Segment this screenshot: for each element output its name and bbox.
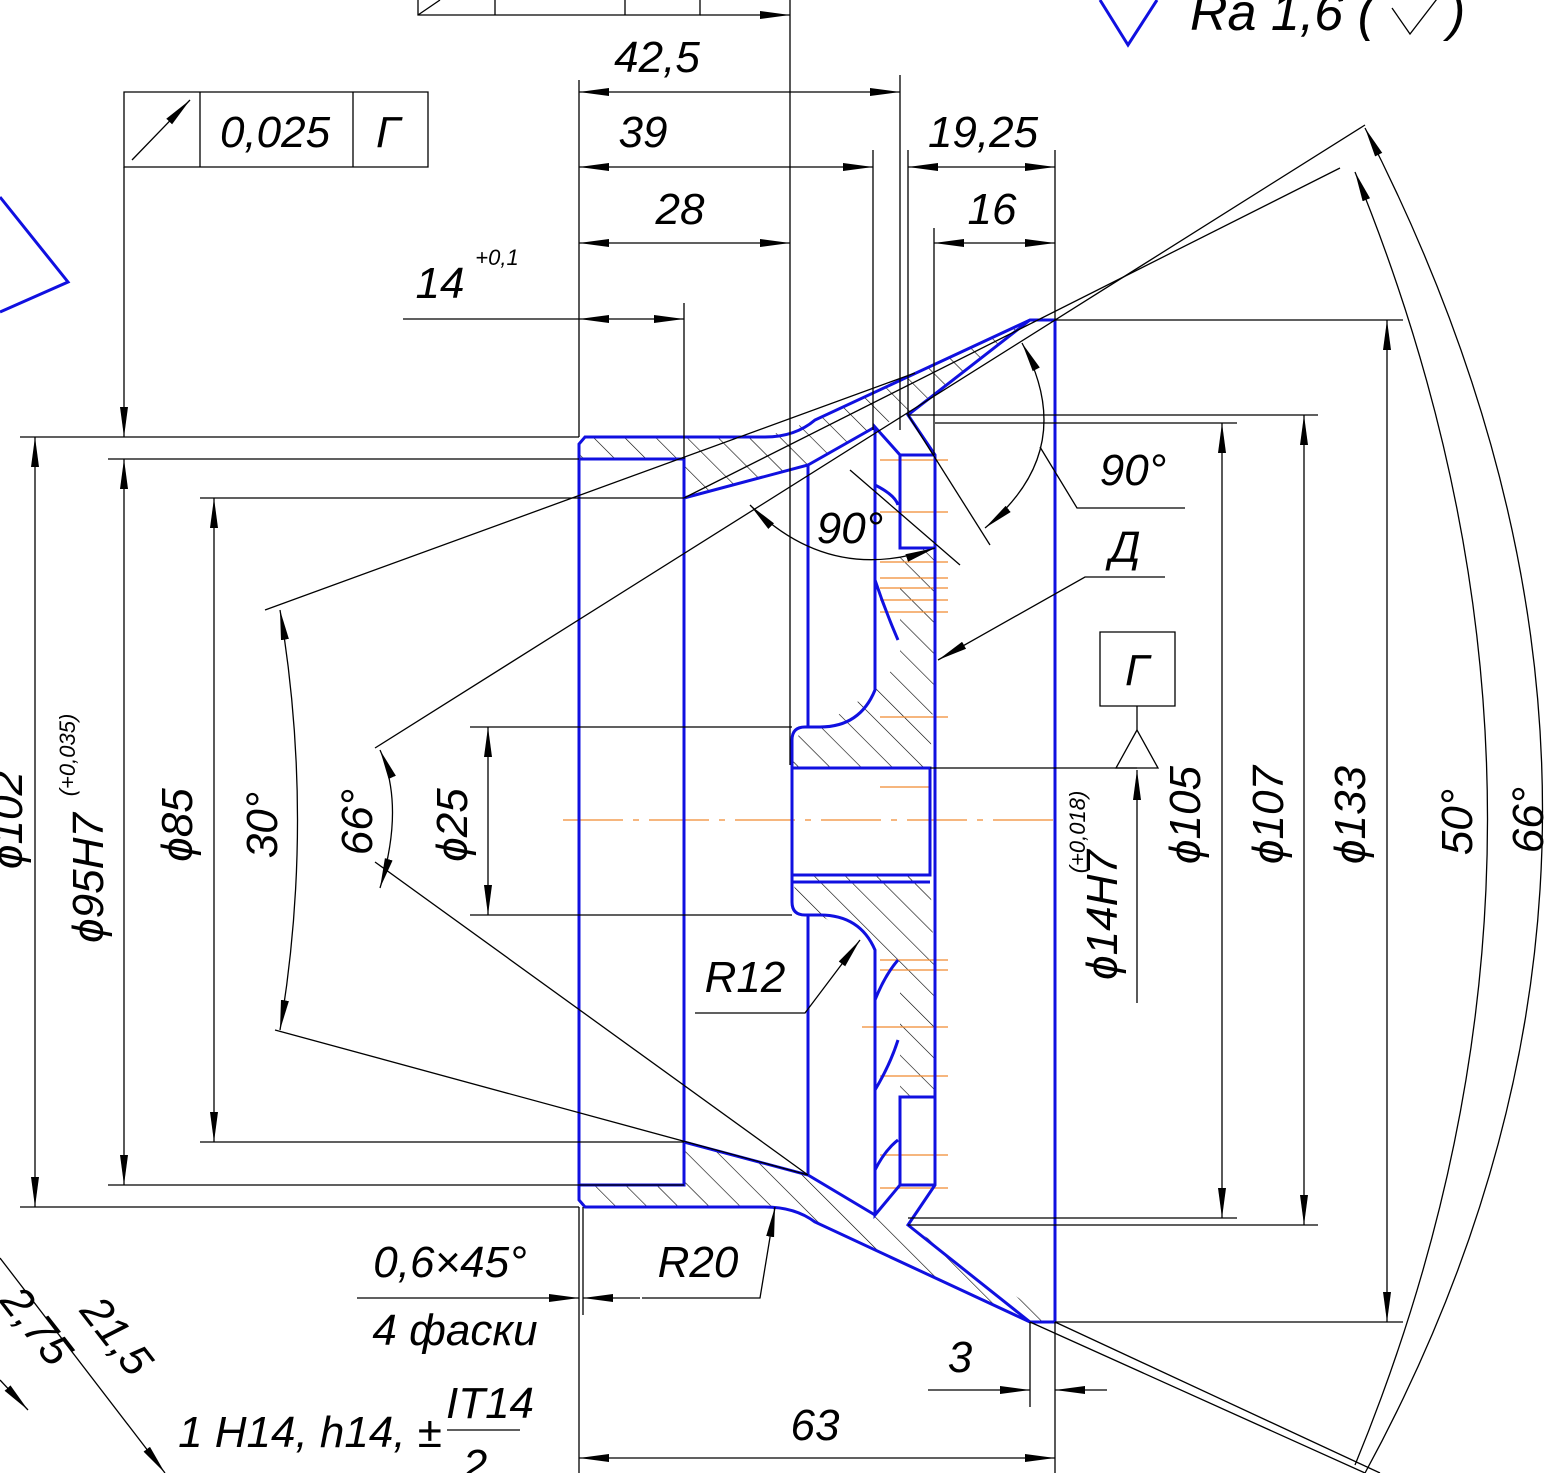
hatching <box>808 320 1030 465</box>
dimension-lines <box>908 415 990 545</box>
dimension: +0,1 <box>475 245 518 270</box>
hatching <box>900 548 935 660</box>
part-outline <box>908 320 1030 1322</box>
part-outline <box>1100 0 1157 45</box>
dimension-lines <box>1116 730 1158 768</box>
dimension-lines <box>1055 1322 1380 1473</box>
general-tolerance: 2 <box>462 1441 487 1473</box>
dimension-lines <box>265 373 915 610</box>
general-tolerance: 1 H14, h14, ± <box>178 1408 442 1457</box>
dimension: 4 фаски <box>372 1306 537 1355</box>
tolerance-value: 0,025 <box>220 108 331 157</box>
dimension: 28 <box>655 185 705 234</box>
dimension: Д <box>1105 523 1141 572</box>
dimension-lines <box>418 0 700 15</box>
dimension: 3 <box>948 1333 973 1382</box>
tolerance-datum: Г <box>376 108 403 157</box>
dimension: R20 <box>658 1238 739 1287</box>
dimension: ϕ102 <box>0 771 32 869</box>
dimension: 16 <box>968 185 1017 234</box>
dimension: R12 <box>705 953 786 1002</box>
part-outline <box>792 768 930 882</box>
general-tolerance: IT14 <box>446 1379 534 1428</box>
dimension: ϕ133 <box>1326 766 1375 864</box>
dimension: 42,5 <box>614 33 700 82</box>
dimension: ϕ107 <box>1244 765 1293 864</box>
part-outline <box>0 197 68 312</box>
dimension: 66° <box>333 789 382 856</box>
roughness: Ra 1,6 ( <box>1190 0 1380 42</box>
dimension-lines <box>0 0 1543 1473</box>
dimension: 63 <box>791 1401 840 1450</box>
dimension: ϕ105 <box>1161 766 1210 864</box>
datum-label: Г <box>1125 646 1152 695</box>
hatching <box>792 875 935 980</box>
roughness-symbol <box>1392 0 1440 34</box>
drawing: Ra 1,6 ( ) 0,025 Г Г 42,5 39 28 19,25 16… <box>0 0 1557 1473</box>
hatching <box>792 660 935 768</box>
dimension: ϕ95H7 <box>64 812 113 943</box>
hatching <box>900 980 935 1097</box>
dimension: 21,5 <box>70 1286 162 1385</box>
dimension: 14 <box>416 259 465 308</box>
dimension: ϕ25 <box>428 788 477 862</box>
dimension-lines <box>375 862 808 1175</box>
dimension-lines <box>275 1030 808 1175</box>
dimension: 0,6×45° <box>373 1238 526 1287</box>
dimension: 50° <box>1433 789 1482 856</box>
dimension: (+0,035) <box>55 714 80 797</box>
dimension-lines <box>985 343 1044 528</box>
dimension: 19,25 <box>928 108 1039 157</box>
dimension: 2,75 <box>0 1276 82 1375</box>
dimension-lines <box>1030 1322 1365 1473</box>
roughness: ) <box>1442 0 1465 42</box>
page: Ra 1,6 ( ) 0,025 Г Г 42,5 39 28 19,25 16… <box>0 0 1557 1473</box>
dimension: 30° <box>238 792 287 859</box>
dimension-lines <box>0 1380 28 1410</box>
dimension: ϕ85 <box>153 788 202 862</box>
labels: Ra 1,6 ( ) 0,025 Г Г 42,5 39 28 19,25 16… <box>0 0 1553 1473</box>
dimension: 66° <box>1504 787 1553 854</box>
dimension: (+0,018) <box>1065 791 1090 874</box>
part-outline <box>579 459 684 1185</box>
dimension: 90° <box>1100 446 1167 495</box>
dimension-lines <box>132 100 190 160</box>
dimension: 39 <box>619 108 668 157</box>
dimension: 90° <box>817 504 884 553</box>
